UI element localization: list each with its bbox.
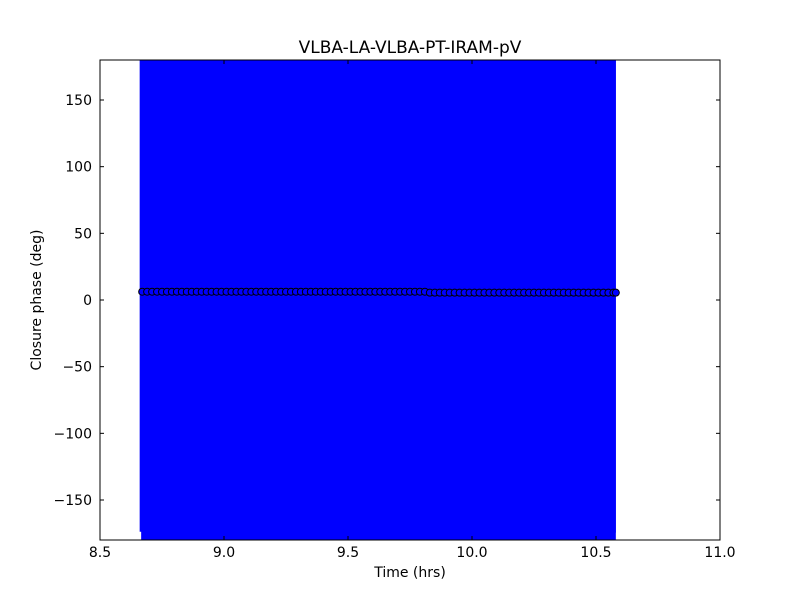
x-axis-label: Time (hrs) bbox=[373, 565, 446, 581]
x-tick-label: 10.0 bbox=[456, 545, 487, 561]
y-tick-label: −150 bbox=[54, 493, 92, 509]
x-tick-label: 11.0 bbox=[704, 545, 735, 561]
data-point bbox=[611, 288, 620, 297]
x-tick-label: 10.5 bbox=[580, 545, 611, 561]
y-axis: −150 −100 −50 0 50 100 150 bbox=[54, 93, 720, 509]
y-axis-label: Closure phase (deg) bbox=[29, 230, 45, 371]
y-tick-label: 100 bbox=[65, 160, 92, 176]
x-tick-label: 9.0 bbox=[213, 545, 235, 561]
data-points bbox=[138, 287, 620, 297]
y-tick-label: −50 bbox=[62, 360, 92, 376]
y-tick-label: 0 bbox=[83, 293, 92, 309]
y-tick-label: 50 bbox=[74, 226, 92, 242]
y-tick-label: −100 bbox=[54, 426, 92, 442]
x-tick-label: 9.5 bbox=[337, 545, 359, 561]
chart-title: VLBA-LA-VLBA-PT-IRAM-pV bbox=[299, 38, 522, 58]
x-tick-label: 8.5 bbox=[89, 545, 111, 561]
x-axis: 8.5 9.0 9.5 10.0 10.5 11.0 bbox=[89, 60, 736, 561]
y-tick-label: 150 bbox=[65, 93, 92, 109]
error-bars bbox=[139, 60, 616, 540]
